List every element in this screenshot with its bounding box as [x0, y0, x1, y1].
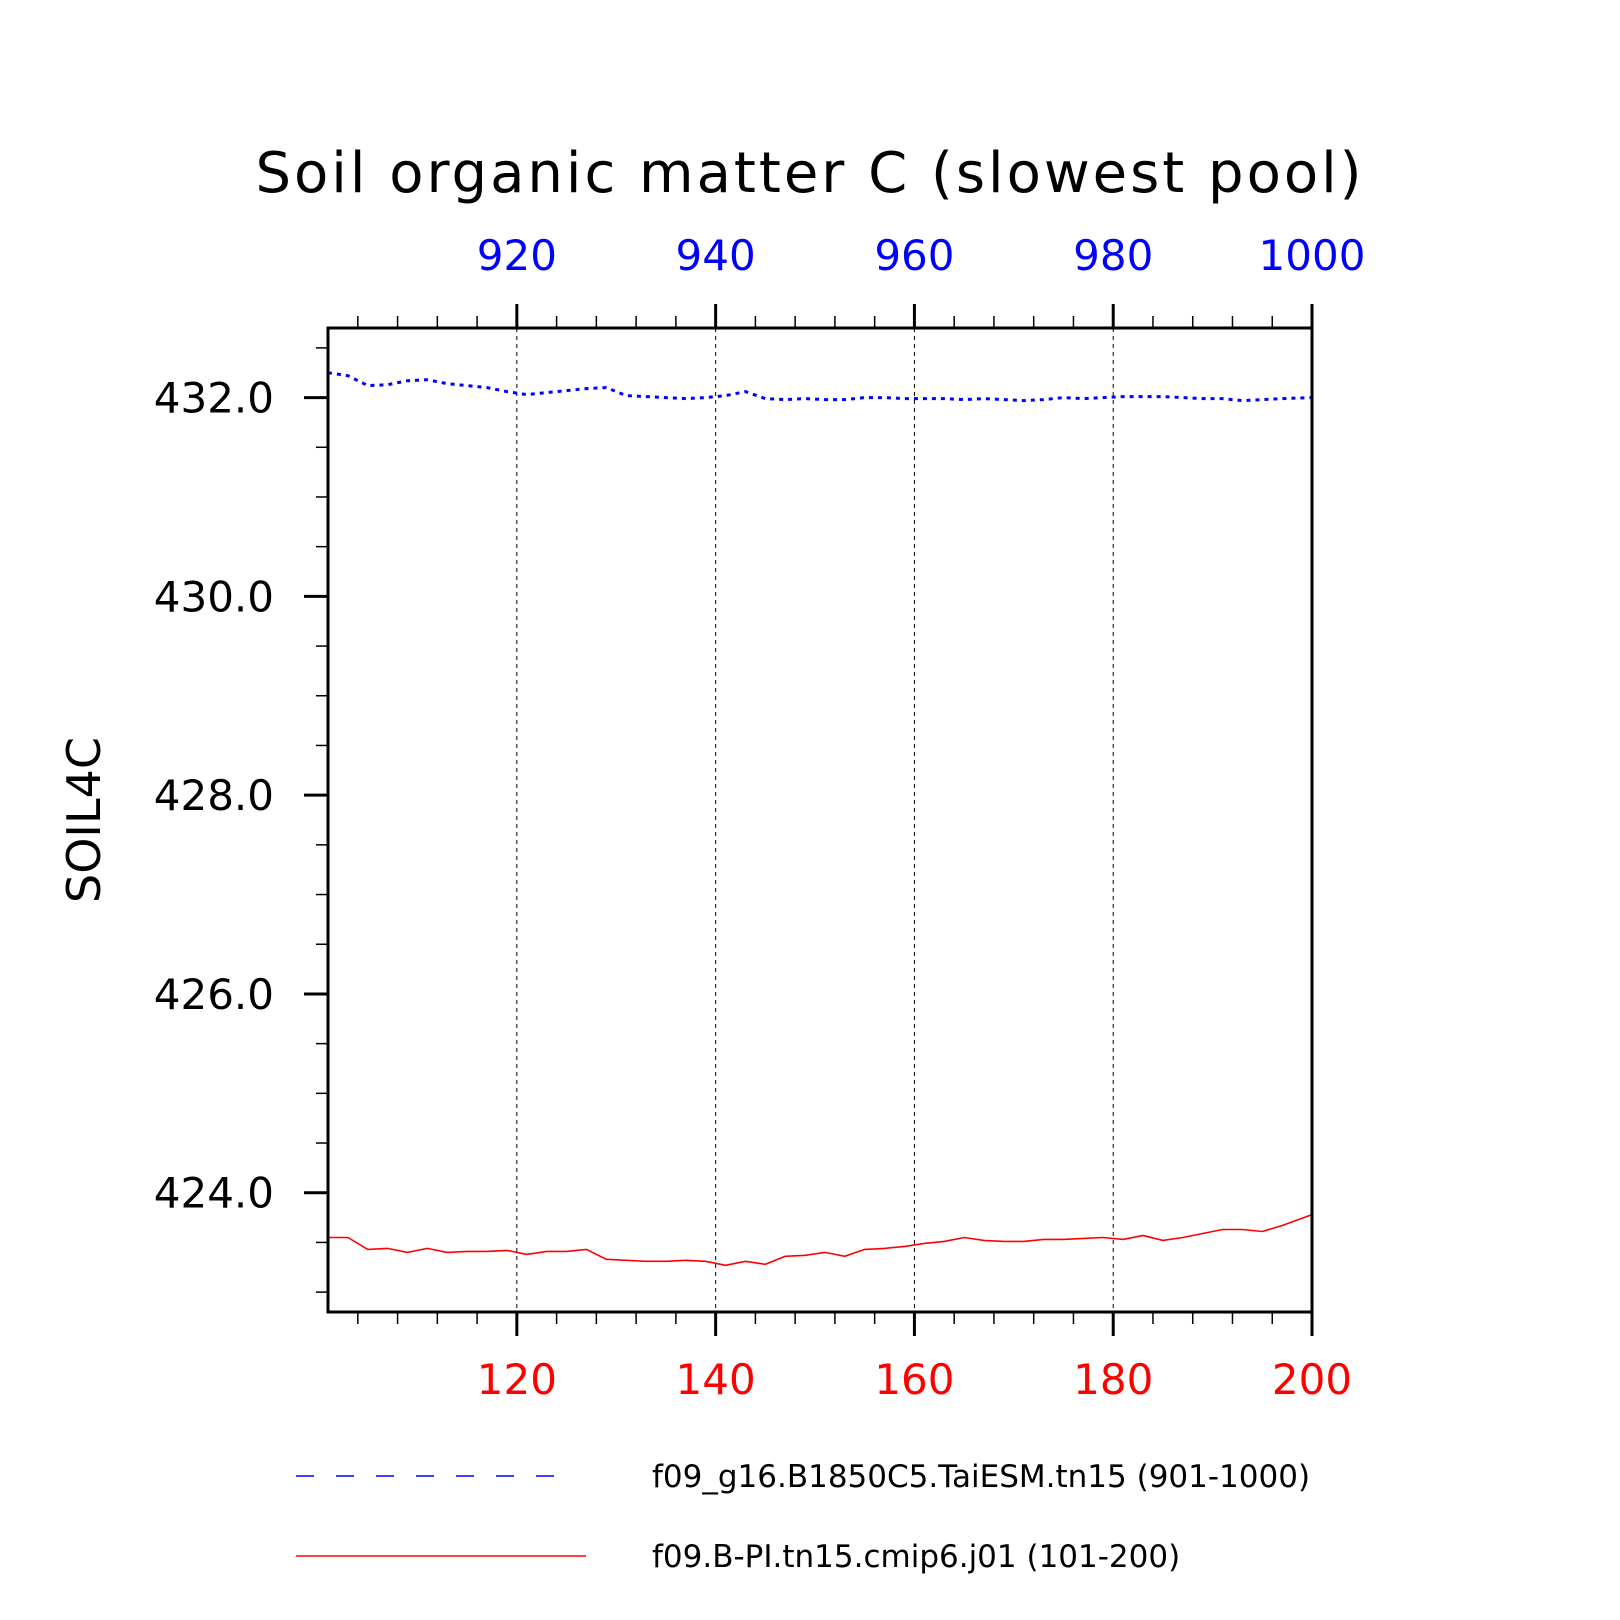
- chart-title: Soil organic matter C (slowest pool): [256, 141, 1365, 206]
- top-axis-labels: 920 940 960 980 1000: [477, 231, 1366, 280]
- plot-frame: [326, 326, 1314, 1314]
- x-bottom-tick-label: 140: [676, 1355, 756, 1404]
- series-line: [328, 1213, 1313, 1267]
- y-tick-label: 432.0: [154, 374, 274, 423]
- y-axis-labels: 424.0 426.0 428.0 430.0 432.0: [154, 374, 274, 1218]
- x-top-tick-label: 980: [1073, 231, 1153, 280]
- x-top-tick-label: 920: [477, 231, 557, 280]
- x-top-tick-label: 1000: [1259, 231, 1366, 280]
- y-tick-label: 430.0: [154, 572, 274, 621]
- bottom-axis-labels: 120 140 160 180 200: [477, 1355, 1352, 1404]
- legend-label: f09_g16.B1850C5.TaiESM.tn15 (901-1000): [652, 1459, 1310, 1495]
- series-line: [327, 371, 1313, 403]
- ticks: [304, 304, 1314, 1336]
- y-axis-label: SOIL4C: [57, 737, 111, 903]
- y-tick-label: 428.0: [154, 771, 274, 820]
- y-tick-label: 426.0: [154, 970, 274, 1019]
- legend-label: f09.B-PI.tn15.cmip6.j01 (101-200): [652, 1539, 1180, 1575]
- y-tick-label: 424.0: [154, 1169, 274, 1218]
- x-bottom-tick-label: 160: [874, 1355, 954, 1404]
- x-bottom-tick-label: 200: [1272, 1355, 1352, 1404]
- legend: f09_g16.B1850C5.TaiESM.tn15 (901-1000) f0…: [296, 1459, 1310, 1575]
- x-bottom-tick-label: 180: [1073, 1355, 1153, 1404]
- x-bottom-tick-label: 120: [477, 1355, 557, 1404]
- plot-lines: [327, 371, 1313, 1267]
- x-top-tick-label: 940: [676, 231, 756, 280]
- grid-lines: [516, 328, 1114, 1312]
- x-top-tick-label: 960: [874, 231, 954, 280]
